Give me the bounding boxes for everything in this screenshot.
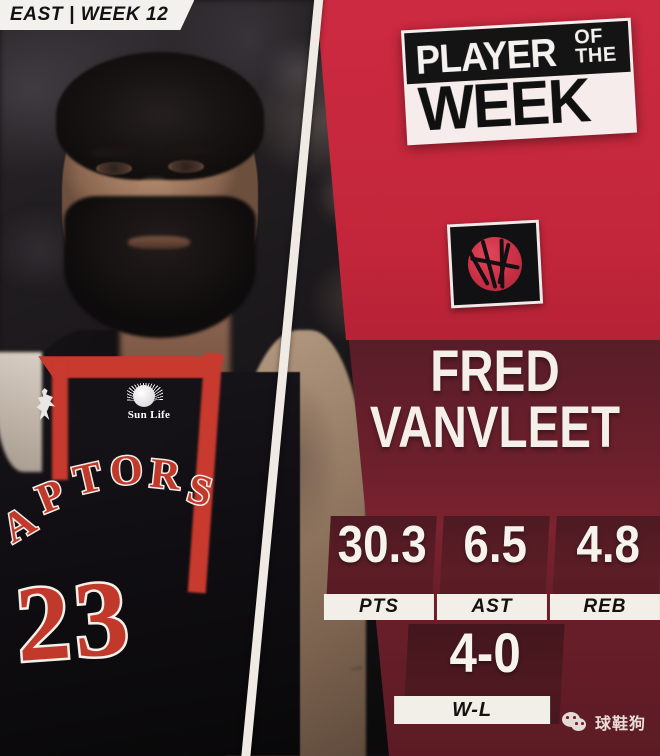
stat-row: 30.3 PTS 6.5 AST 4.8 REB <box>316 516 660 620</box>
stat-value: 6.5 <box>463 516 527 574</box>
team-logo <box>446 219 544 309</box>
headline-week: WEEK <box>416 66 591 145</box>
headline-the: THE <box>574 43 618 68</box>
watermark-name: 球鞋狗 <box>594 714 646 733</box>
player-eye-right <box>168 160 204 173</box>
player-last-name: VANVLEET <box>369 394 621 460</box>
wechat-icon <box>561 712 588 732</box>
headline-of-the: OF THE <box>574 25 618 69</box>
sponsor-label: Sun Life <box>127 409 171 421</box>
stat-label: REB <box>549 594 660 620</box>
sun-globe-icon <box>133 385 155 407</box>
jersey-number: 23 <box>9 556 138 688</box>
stat-value: 30.3 <box>337 516 427 574</box>
stat-box-ast: 6.5 AST <box>436 516 550 620</box>
player-beard <box>64 196 256 338</box>
conference-week-ribbon: EAST | WEEK 12 <box>0 0 194 30</box>
player-first-name: FRED <box>430 339 560 404</box>
stat-label: AST <box>436 594 547 620</box>
jersey-armhole-left <box>4 360 68 480</box>
jersey-wordmark: A P T O R S <box>0 445 218 554</box>
stat-box-pts: 30.3 PTS <box>323 516 437 620</box>
headline-band-bottom: WEEK <box>403 66 638 146</box>
player-mouth <box>128 236 190 249</box>
wechat-watermark: 球鞋狗 <box>561 710 646 734</box>
raptors-claw-ball-icon <box>464 235 524 293</box>
player-name: FRED VANVLEET <box>330 339 660 460</box>
record-value: 4-0 <box>449 621 521 684</box>
sun-life-sponsor-patch: Sun Life <box>119 383 179 429</box>
player-hair <box>56 52 264 180</box>
stat-value: 4.8 <box>576 516 640 574</box>
record-label: W-L <box>394 696 551 724</box>
player-of-the-week-lockup: PLAYER OF THE WEEK <box>400 17 638 146</box>
stat-box-reb: 4.8 REB <box>549 516 660 620</box>
stat-box-record: 4-0 W-L <box>394 621 565 724</box>
stat-label: PTS <box>323 594 434 620</box>
player-eye-left <box>96 162 132 175</box>
